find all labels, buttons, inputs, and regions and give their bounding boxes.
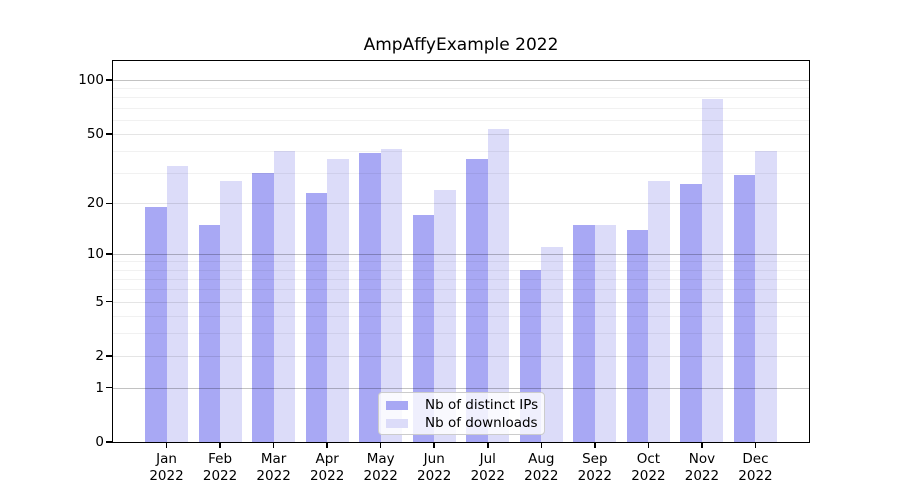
x-tick-month: Jan	[156, 451, 177, 467]
x-tick-mark	[165, 443, 168, 448]
y-tick-label: 2	[95, 347, 104, 364]
bar-distinct-ips	[198, 224, 221, 442]
bar-downloads	[755, 150, 777, 442]
x-tick-mark	[379, 443, 382, 448]
x-tick-year: 2022	[417, 468, 452, 484]
legend-label-downloads: Nb of downloads	[425, 415, 538, 431]
x-tick-month: Mar	[260, 451, 287, 467]
x-tick-label: Feb 2022	[185, 451, 255, 485]
bar-distinct-ips	[626, 229, 649, 442]
x-tick-label: Jun 2022	[399, 451, 469, 485]
chart-title: AmpAffyExample 2022	[363, 35, 559, 55]
x-tick-month: Jun	[423, 451, 445, 467]
x-tick-month: Jul	[479, 451, 496, 467]
x-tick-month: Feb	[208, 451, 233, 467]
x-tick-mark	[540, 443, 543, 448]
x-tick-mark	[594, 443, 596, 448]
bar-distinct-ips	[145, 207, 167, 442]
bar-distinct-ips	[252, 172, 274, 442]
y-tick-label: 100	[78, 72, 104, 89]
x-tick-year: 2022	[470, 468, 505, 484]
x-tick-mark	[272, 443, 275, 448]
bar-distinct-ips	[733, 175, 756, 442]
x-tick-mark	[487, 443, 489, 448]
bar-distinct-ips	[412, 215, 435, 442]
bar-downloads	[434, 189, 456, 442]
y-tick-label: 20	[86, 195, 104, 212]
x-tick-year: 2022	[149, 468, 184, 484]
x-tick-month: Aug	[528, 451, 555, 467]
x-tick-month: Nov	[688, 451, 716, 467]
legend-label-distinct-ips: Nb of distinct IPs	[425, 397, 539, 413]
x-tick-year: 2022	[202, 468, 238, 484]
bar-downloads	[273, 150, 296, 442]
x-tick-year: 2022	[631, 468, 666, 484]
bar-distinct-ips	[359, 152, 381, 442]
bar-downloads	[701, 99, 724, 442]
x-tick-label: Dec 2022	[720, 451, 790, 485]
x-tick-year: 2022	[577, 468, 613, 484]
x-tick-label: Oct 2022	[613, 451, 683, 485]
x-tick-label: Apr 2022	[292, 451, 362, 485]
bar-downloads	[220, 180, 242, 442]
x-tick-year: 2022	[524, 468, 559, 484]
x-tick-month: May	[366, 451, 395, 467]
x-tick-month: Sep	[582, 451, 608, 467]
x-tick-year: 2022	[738, 468, 773, 484]
legend-swatch-downloads	[386, 418, 408, 428]
bar-distinct-ips	[680, 183, 702, 442]
bar-downloads	[594, 224, 617, 442]
x-tick-year: 2022	[684, 468, 720, 484]
bar-distinct-ips	[305, 192, 328, 442]
legend-item-distinct-ips: Nb of distinct IPs	[386, 396, 539, 414]
x-tick-month: Apr	[315, 451, 339, 467]
plot-area: Nb of distinct IPs Nb of downloads	[112, 60, 810, 443]
x-tick-label: Jan 2022	[132, 451, 202, 485]
bar-distinct-ips	[466, 158, 488, 442]
x-tick-label: Jul 2022	[453, 451, 523, 485]
x-tick-mark	[754, 443, 757, 448]
legend: Nb of distinct IPs Nb of downloads	[378, 392, 545, 435]
bar-distinct-ips	[573, 224, 595, 442]
x-tick-mark	[701, 443, 703, 448]
x-tick-label: Nov 2022	[667, 451, 737, 485]
bar-downloads	[327, 158, 349, 442]
x-tick-mark	[433, 443, 435, 448]
x-tick-month: Dec	[742, 451, 769, 467]
legend-swatch-distinct-ips	[386, 400, 408, 410]
bar-downloads	[166, 165, 189, 442]
y-tick-label: 0	[95, 434, 104, 450]
x-tick-mark	[219, 443, 221, 448]
legend-item-downloads: Nb of downloads	[386, 414, 538, 432]
bars-layer	[113, 61, 809, 442]
x-tick-mark	[326, 443, 328, 448]
x-tick-year: 2022	[256, 468, 291, 484]
y-tick-label: 10	[86, 246, 104, 262]
x-tick-mark	[647, 443, 650, 448]
bar-downloads	[380, 148, 403, 442]
bar-downloads	[487, 129, 510, 442]
bar-downloads	[648, 180, 670, 442]
x-tick-year: 2022	[309, 468, 345, 484]
x-tick-label: Aug 2022	[506, 451, 576, 485]
y-tick-label: 5	[95, 293, 104, 310]
x-tick-label: Sep 2022	[560, 451, 630, 485]
bar-downloads	[541, 247, 563, 442]
x-tick-year: 2022	[363, 468, 398, 484]
x-tick-month: Oct	[636, 451, 661, 467]
y-tick-label: 50	[86, 125, 104, 142]
y-tick-label: 1	[95, 379, 104, 396]
x-tick-label: Mar 2022	[239, 451, 309, 485]
x-tick-label: May 2022	[346, 451, 416, 485]
